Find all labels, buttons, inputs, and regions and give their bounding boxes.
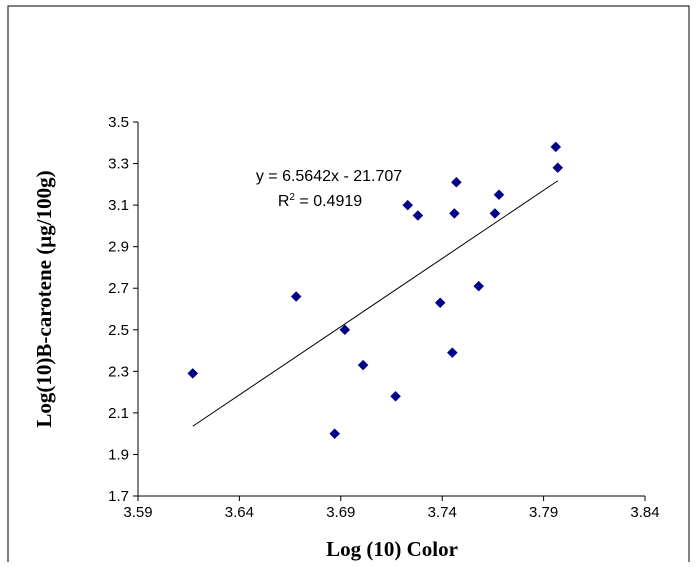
x-axis-title: Log (10) Color — [326, 537, 458, 561]
data-point — [493, 189, 505, 201]
y-axis-ticks: 1.7 1.9 2.1 2.3 2.5 2.7 2.9 3.1 3.3 3.5 — [108, 114, 138, 505]
x-tick-label: 3.64 — [225, 504, 254, 521]
data-point — [449, 208, 460, 219]
trendline-group — [192, 180, 559, 427]
data-points — [187, 141, 564, 440]
data-point — [357, 359, 369, 371]
r-squared-exponent: 2 — [289, 192, 295, 203]
x-tick-label: 3.74 — [428, 504, 457, 521]
data-point — [412, 210, 424, 221]
data-point — [187, 368, 199, 379]
y-tick-label: 2.3 — [108, 363, 129, 380]
y-tick-label: 3.3 — [108, 156, 129, 173]
y-tick-label: 3.1 — [108, 197, 129, 214]
data-point — [550, 141, 562, 153]
data-point — [434, 297, 446, 309]
y-axis-title: Log(10)B-carotene (µg/100g) — [32, 170, 56, 427]
y-tick-label: 3.5 — [108, 114, 129, 131]
data-point — [402, 199, 414, 211]
y-tick-label: 2.5 — [108, 322, 129, 339]
x-tick-label: 3.59 — [123, 504, 152, 521]
y-tick-label: 1.7 — [108, 488, 129, 505]
y-tick-label: 1.9 — [108, 446, 129, 463]
x-tick-label: 3.84 — [630, 504, 659, 521]
data-point — [290, 291, 302, 302]
chart-border — [7, 5, 690, 562]
trendline — [192, 180, 559, 427]
y-tick-label: 2.7 — [108, 280, 129, 297]
y-tick-label: 2.1 — [108, 405, 129, 422]
r-squared-value: = 0.4919 — [295, 193, 362, 210]
r-squared-symbol: R — [278, 193, 290, 210]
x-axis-ticks: 3.59 3.64 3.69 3.74 3.79 3.84 — [123, 496, 660, 521]
data-point — [339, 324, 351, 336]
data-point — [552, 162, 564, 174]
data-point — [489, 208, 501, 219]
data-point — [451, 176, 462, 188]
data-point — [329, 428, 341, 440]
y-tick-label: 2.9 — [108, 239, 129, 256]
x-tick-label: 3.69 — [326, 504, 355, 521]
data-point — [473, 280, 485, 292]
data-point — [390, 390, 401, 402]
x-tick-label: 3.79 — [529, 504, 558, 521]
data-point — [446, 347, 458, 358]
r-squared-label: R2 = 0.4919 — [278, 192, 362, 210]
trendline-equation: y = 6.5642x - 21.707 — [256, 168, 402, 185]
